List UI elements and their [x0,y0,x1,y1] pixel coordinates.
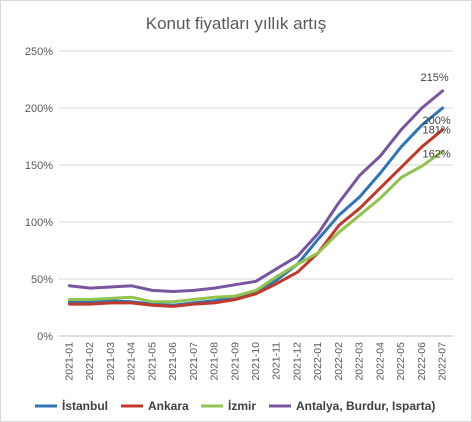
x-tick-label: 2022-01 [312,342,324,381]
y-axis-ticks: 0% 50% 100% 150% 200% 250% [25,46,53,343]
x-tick-label: 2022-06 [416,342,428,381]
data-label: 162% [423,148,451,160]
data-label: 181% [423,125,451,137]
data-label: 200% [423,115,451,127]
x-tick-label: 2021-04 [126,342,138,381]
x-tick-label: 2021-03 [105,342,117,381]
y-tick-label: 100% [25,217,53,229]
x-tick-label: 2021-01 [63,342,75,381]
x-tick-label: 2021-05 [146,342,158,381]
x-tick-label: 2022-03 [354,342,366,381]
chart-title: Konut fiyatları yıllık artış [146,14,326,33]
x-tick-label: 2021-11 [271,342,283,380]
y-tick-label: 250% [25,46,53,58]
y-tick-label: 0% [37,331,53,343]
data-labels: 215% 200%181% 162% [421,72,451,160]
x-tick-label: 2021-10 [250,342,262,381]
series-line-0 [67,106,445,307]
legend-item-label: İzmir [228,398,256,413]
x-tick-label: 2021-02 [84,342,96,381]
legend-item-label: Ankara [148,399,189,413]
x-tick-label: 2021-06 [167,342,179,381]
series-line-2 [67,149,445,304]
x-axis-ticks: 2021-01 2021-02 2021-03 2021-04 2021-05 2021-… [63,342,448,381]
x-tick-label: 2021-12 [291,342,303,381]
series-lines [67,89,445,308]
x-tick-label: 2022-02 [333,342,345,381]
series-line-1 [67,128,445,308]
x-tick-label: 2022-04 [374,342,386,381]
series-line-3 [67,89,445,293]
legend: İstanbul Ankara İzmir Antalya, Burdur, Ispa… [35,398,435,413]
legend-item-label: İstanbul [62,398,108,413]
x-tick-label: 2021-07 [188,342,200,381]
data-label: 215% [421,72,449,84]
y-tick-label: 50% [31,274,53,286]
y-tick-label: 150% [25,160,53,172]
x-tick-label: 2022-07 [437,342,449,381]
x-tick-label: 2021-08 [209,342,221,381]
x-tick-label: 2021-09 [229,342,241,381]
gridlines [59,50,453,337]
legend-item-label: Antalya, Burdur, Isparta) [296,399,435,413]
y-tick-label: 200% [25,103,53,115]
x-tick-label: 2022-05 [395,342,407,381]
